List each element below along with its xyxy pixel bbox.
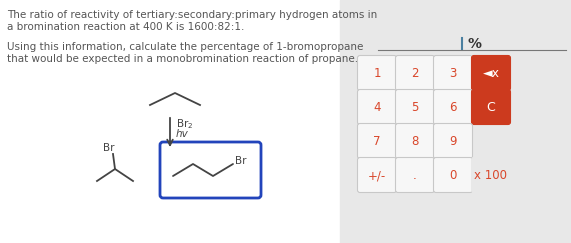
Text: 5: 5 — [411, 101, 419, 114]
Text: 3: 3 — [449, 67, 457, 80]
Text: Br: Br — [103, 143, 115, 153]
FancyBboxPatch shape — [433, 123, 472, 158]
Text: Br: Br — [235, 156, 247, 166]
Text: 7: 7 — [373, 135, 381, 148]
FancyBboxPatch shape — [357, 157, 396, 192]
Text: 8: 8 — [411, 135, 419, 148]
Text: 1: 1 — [373, 67, 381, 80]
Text: 2: 2 — [411, 67, 419, 80]
FancyBboxPatch shape — [396, 55, 435, 90]
Text: Using this information, calculate the percentage of 1-bromopropane: Using this information, calculate the pe… — [7, 42, 363, 52]
Text: Br$_2$: Br$_2$ — [176, 117, 194, 131]
FancyBboxPatch shape — [396, 89, 435, 124]
FancyBboxPatch shape — [357, 55, 396, 90]
Bar — [340, 0, 571, 243]
Text: The ratio of reactivity of tertiary:secondary:primary hydrogen atoms in: The ratio of reactivity of tertiary:seco… — [7, 10, 377, 20]
Text: +/-: +/- — [368, 169, 386, 182]
FancyBboxPatch shape — [396, 157, 435, 192]
Text: .: . — [413, 169, 417, 182]
FancyBboxPatch shape — [357, 89, 396, 124]
FancyBboxPatch shape — [472, 89, 510, 124]
FancyBboxPatch shape — [396, 123, 435, 158]
Text: 0: 0 — [449, 169, 457, 182]
FancyBboxPatch shape — [472, 55, 510, 90]
Text: %: % — [467, 37, 481, 51]
Text: hv: hv — [176, 129, 189, 139]
Text: 4: 4 — [373, 101, 381, 114]
Text: that would be expected in a monobromination reaction of propane.: that would be expected in a monobrominat… — [7, 54, 358, 64]
Text: x 100: x 100 — [475, 169, 508, 182]
FancyBboxPatch shape — [433, 55, 472, 90]
FancyBboxPatch shape — [357, 123, 396, 158]
Text: ◄x: ◄x — [482, 67, 500, 80]
FancyBboxPatch shape — [472, 157, 510, 192]
FancyBboxPatch shape — [433, 89, 472, 124]
Text: a bromination reaction at 400 K is 1600:82:1.: a bromination reaction at 400 K is 1600:… — [7, 22, 244, 32]
FancyBboxPatch shape — [160, 142, 261, 198]
FancyBboxPatch shape — [433, 157, 472, 192]
Bar — [0, 0, 340, 243]
Text: 6: 6 — [449, 101, 457, 114]
Text: C: C — [486, 101, 496, 114]
Text: 9: 9 — [449, 135, 457, 148]
